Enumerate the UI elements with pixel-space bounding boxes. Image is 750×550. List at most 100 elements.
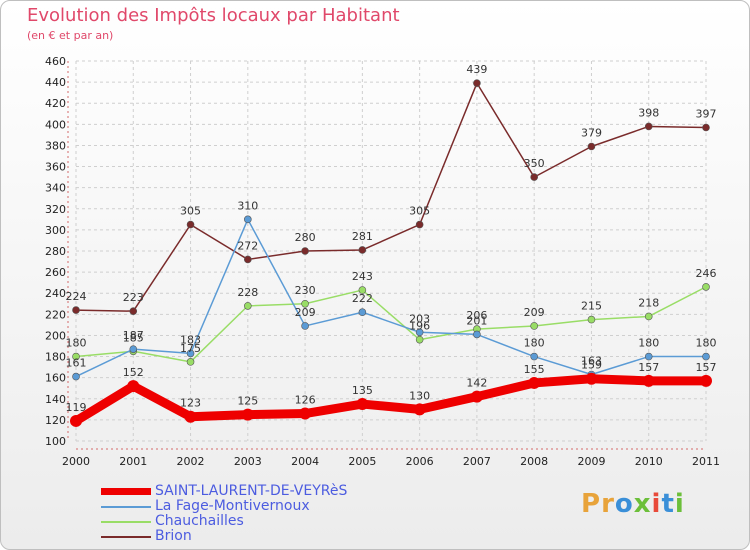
y-tick-label: 460 [45, 55, 66, 68]
y-tick-label: 220 [45, 308, 66, 321]
legend-item: Chauchailles [101, 513, 401, 529]
y-tick-label: 300 [45, 224, 66, 237]
x-tick-label: 2009 [577, 455, 605, 468]
data-point [473, 79, 481, 87]
data-point [186, 358, 195, 366]
data-label: 379 [581, 127, 602, 140]
x-tick-label: 2010 [635, 455, 663, 468]
x-tick-label: 2005 [348, 455, 376, 468]
data-label: 180 [524, 337, 545, 350]
x-tick-label: 2006 [406, 455, 434, 468]
y-tick-label: 160 [45, 372, 66, 385]
x-tick-label: 2007 [463, 455, 491, 468]
y-tick-label: 420 [45, 97, 66, 110]
data-point [415, 335, 424, 344]
legend-item: Brion [101, 528, 401, 544]
x-tick-label: 2000 [62, 455, 90, 468]
data-label: 218 [638, 296, 659, 309]
data-point [470, 390, 483, 403]
data-label: 243 [352, 270, 373, 283]
legend-swatch-la-fage [101, 506, 151, 508]
data-point [530, 173, 538, 181]
data-point [415, 220, 424, 229]
data-point [186, 220, 195, 229]
data-label: 157 [638, 361, 659, 374]
data-point [127, 380, 140, 393]
y-tick-label: 340 [45, 182, 66, 195]
legend: SAINT-LAURENT-DE-VEYRèS La Fage-Montiver… [101, 483, 401, 544]
legend-label: Brion [155, 528, 192, 544]
data-point [186, 349, 195, 358]
data-point [241, 408, 254, 421]
data-label: 142 [466, 377, 487, 390]
data-point [184, 410, 197, 423]
data-label: 398 [638, 106, 659, 119]
data-label: 130 [409, 389, 430, 402]
x-tick-label: 2003 [234, 455, 262, 468]
data-point [642, 374, 655, 387]
data-label: 125 [237, 395, 258, 408]
chart-subtitle: (en € et par an) [27, 29, 114, 42]
legend-item: SAINT-LAURENT-DE-VEYRèS [101, 483, 401, 499]
data-label: 209 [295, 306, 316, 319]
data-point [702, 352, 710, 361]
y-tick-label: 360 [45, 161, 66, 174]
data-label: 222 [352, 292, 373, 305]
data-point [358, 308, 367, 317]
legend-swatch-brion [101, 536, 151, 538]
data-label: 135 [352, 384, 373, 397]
y-tick-label: 240 [45, 287, 66, 300]
legend-swatch-chauchailles [101, 521, 151, 523]
data-point [700, 374, 712, 387]
y-tick-label: 320 [45, 203, 66, 216]
data-point [702, 123, 710, 132]
y-tick-label: 180 [45, 351, 66, 364]
line-chart: 1001201401601802002202402602803003203403… [45, 55, 720, 468]
data-label: 152 [123, 366, 144, 379]
data-point [473, 330, 481, 339]
data-point [301, 322, 309, 330]
y-tick-label: 120 [45, 414, 66, 427]
data-point [528, 376, 541, 389]
data-point [356, 398, 369, 411]
data-point [70, 414, 82, 427]
data-label: 201 [466, 314, 487, 327]
y-tick-label: 200 [45, 329, 66, 342]
data-label: 439 [466, 63, 487, 76]
data-point [644, 352, 653, 361]
data-label: 157 [696, 361, 717, 374]
legend-item: La Fage-Montivernoux [101, 498, 401, 514]
y-tick-label: 400 [45, 118, 66, 131]
data-point [72, 306, 80, 314]
data-label: 206 [466, 309, 487, 322]
data-label: 180 [696, 337, 717, 350]
data-point [244, 255, 252, 264]
data-point [72, 372, 80, 381]
data-point [358, 246, 367, 254]
data-point [413, 403, 426, 416]
data-label: 305 [180, 205, 201, 218]
y-tick-label: 260 [45, 266, 66, 279]
series-line [71, 374, 711, 426]
y-tick-label: 280 [45, 245, 66, 258]
x-tick-label: 2011 [692, 455, 720, 468]
legend-label: SAINT-LAURENT-DE-VEYRèS [155, 483, 348, 499]
series-line [75, 82, 707, 312]
series-line [75, 286, 707, 363]
data-label: 230 [295, 284, 316, 297]
data-label: 180 [66, 337, 87, 350]
data-label: 272 [237, 239, 258, 252]
data-point [129, 345, 138, 353]
data-point [644, 122, 653, 131]
y-tick-label: 140 [45, 393, 66, 406]
data-point [530, 322, 538, 330]
data-label: 310 [237, 199, 258, 212]
data-point [72, 352, 80, 361]
data-point [299, 407, 312, 420]
y-tick-label: 100 [45, 435, 66, 448]
data-label: 183 [180, 333, 201, 346]
legend-label: La Fage-Montivernoux [155, 498, 310, 514]
proxiti-logo: Proxiti [581, 489, 685, 519]
data-label: 223 [123, 291, 144, 304]
data-point [415, 328, 424, 337]
